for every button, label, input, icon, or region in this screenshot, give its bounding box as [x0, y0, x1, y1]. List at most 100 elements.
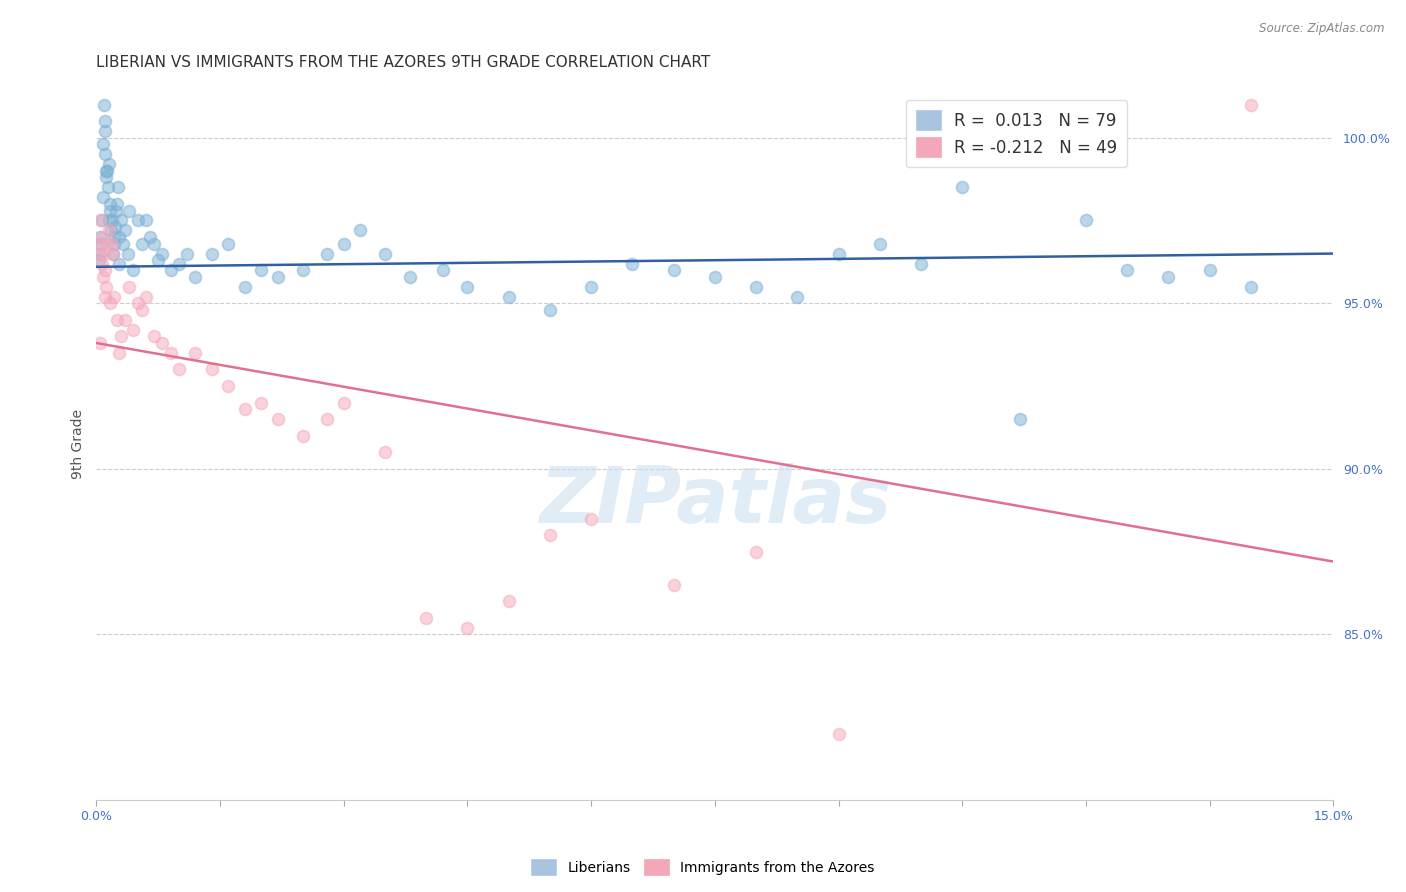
Point	[159, 346, 181, 360]
Point	[538, 302, 561, 317]
Point	[105, 313, 128, 327]
Point	[122, 263, 145, 277]
Point	[91, 190, 114, 204]
Point	[101, 246, 124, 260]
Point	[93, 246, 115, 260]
Point	[89, 213, 111, 227]
Point	[217, 379, 239, 393]
Point	[233, 279, 256, 293]
Legend: R =  0.013   N = 79, R = -0.212   N = 49: R = 0.013 N = 79, R = -0.212 N = 49	[905, 100, 1128, 167]
Point	[104, 220, 127, 235]
Point	[101, 246, 124, 260]
Point	[87, 246, 110, 260]
Point	[111, 236, 134, 251]
Point	[745, 544, 768, 558]
Point	[93, 124, 115, 138]
Point	[579, 279, 602, 293]
Point	[217, 236, 239, 251]
Point	[103, 236, 125, 251]
Y-axis label: 9th Grade: 9th Grade	[72, 409, 86, 479]
Point	[201, 246, 224, 260]
Point	[827, 727, 849, 741]
Point	[1116, 263, 1139, 277]
Point	[291, 263, 314, 277]
Point	[96, 170, 118, 185]
Point	[91, 269, 114, 284]
Point	[101, 213, 124, 227]
Point	[139, 230, 162, 244]
Point	[159, 263, 181, 277]
Point	[87, 253, 110, 268]
Point	[127, 213, 149, 227]
Point	[703, 269, 725, 284]
Point	[498, 290, 520, 304]
Point	[143, 329, 166, 343]
Point	[110, 329, 132, 343]
Point	[108, 256, 131, 270]
Point	[148, 253, 170, 268]
Point	[1198, 263, 1220, 277]
Point	[415, 611, 437, 625]
Point	[105, 203, 128, 218]
Point	[135, 213, 157, 227]
Point	[745, 279, 768, 293]
Point	[662, 578, 685, 592]
Text: Source: ZipAtlas.com: Source: ZipAtlas.com	[1260, 22, 1385, 36]
Point	[107, 230, 129, 244]
Point	[910, 256, 932, 270]
Text: ZIPatlas: ZIPatlas	[538, 463, 891, 539]
Point	[267, 412, 290, 426]
Point	[107, 180, 129, 194]
Point	[89, 246, 111, 260]
Point	[103, 290, 125, 304]
Point	[89, 230, 111, 244]
Point	[869, 236, 891, 251]
Point	[94, 147, 117, 161]
Point	[118, 279, 141, 293]
Point	[100, 296, 122, 310]
Point	[398, 269, 420, 284]
Point	[93, 114, 115, 128]
Point	[135, 290, 157, 304]
Point	[332, 236, 354, 251]
Point	[1008, 412, 1031, 426]
Point	[96, 163, 118, 178]
Point	[250, 395, 273, 409]
Point	[93, 290, 115, 304]
Point	[374, 445, 396, 459]
Point	[97, 223, 120, 237]
Point	[950, 180, 973, 194]
Point	[93, 97, 115, 112]
Point	[122, 323, 145, 337]
Point	[91, 137, 114, 152]
Point	[432, 263, 454, 277]
Point	[456, 279, 478, 293]
Point	[96, 236, 118, 251]
Legend: Liberians, Immigrants from the Azores: Liberians, Immigrants from the Azores	[526, 854, 880, 880]
Point	[201, 362, 224, 376]
Point	[167, 256, 190, 270]
Point	[131, 302, 153, 317]
Point	[150, 246, 173, 260]
Point	[96, 279, 118, 293]
Point	[91, 256, 114, 270]
Point	[167, 362, 190, 376]
Text: LIBERIAN VS IMMIGRANTS FROM THE AZORES 9TH GRADE CORRELATION CHART: LIBERIAN VS IMMIGRANTS FROM THE AZORES 9…	[97, 55, 710, 70]
Point	[97, 213, 120, 227]
Point	[1240, 279, 1263, 293]
Point	[1157, 269, 1180, 284]
Point	[621, 256, 644, 270]
Point	[316, 246, 339, 260]
Point	[1240, 97, 1263, 112]
Point	[91, 213, 114, 227]
Point	[250, 263, 273, 277]
Point	[456, 621, 478, 635]
Point	[89, 336, 111, 351]
Point	[100, 203, 122, 218]
Point	[98, 197, 121, 211]
Point	[94, 263, 117, 277]
Point	[1074, 213, 1097, 227]
Point	[374, 246, 396, 260]
Point	[291, 428, 314, 442]
Point	[332, 395, 354, 409]
